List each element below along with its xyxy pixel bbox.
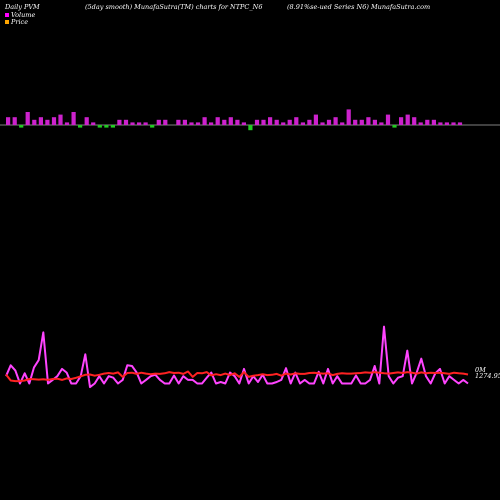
end-label-price: 1274.95 [475,372,500,380]
volume-bar [150,125,155,128]
volume-bar [25,112,30,125]
volume-bar [12,117,17,125]
volume-bar [359,119,364,125]
volume-bar [320,122,325,125]
volume-bar [379,122,384,125]
price-line [5,370,469,383]
volume-bar [215,117,220,125]
legend-volume: Volume [5,11,35,19]
volume-bar [274,119,279,125]
volume-bar [104,125,109,128]
volume-bar [412,117,417,125]
volume-bar [385,114,391,125]
volume-bar [91,122,96,125]
legend-price-swatch [5,20,9,24]
chart-header-center: (5day smooth) MunafaSutra(TM) charts for… [85,3,263,11]
volume-bar [392,125,397,128]
volume-bar [71,112,76,125]
volume-bar [163,119,168,125]
volume-bar [78,125,83,128]
volume-bar [405,114,410,125]
volume-bar [58,114,63,125]
volume-bar [130,122,135,125]
volume-bar [248,125,253,131]
volume-bar [189,122,194,125]
volume-bar [182,119,187,125]
volume-bar [6,117,11,125]
volume-bar [346,109,351,125]
chart-header-right: (8.91%se-ued Series N6) MunafaSutra.com [287,3,431,11]
volume-bar [156,119,161,125]
volume-bar [123,119,129,125]
volume-bar [418,122,423,125]
volume-bar [143,122,148,125]
volume-bar [209,122,214,125]
volume-bar [307,119,312,125]
volume-bar [241,122,246,125]
volume-bar [45,119,50,125]
volume-bar [451,122,456,125]
volume-bar [261,119,266,125]
volume-bar [176,119,181,125]
volume-bar [117,119,122,125]
volume-bar [372,119,377,125]
volume-bar [235,119,240,125]
volume-bar [97,125,102,128]
volume-bar [399,117,404,125]
volume-bar [202,117,207,125]
volume-bar [228,117,233,125]
volume-bar [313,114,318,125]
volume-bar [281,122,286,125]
volume-bars [6,109,463,131]
volume-bar [19,125,24,128]
volume-bar [32,119,37,125]
volume-bar [425,119,430,125]
legend-price: Price [5,18,28,26]
volume-bar [287,119,292,125]
volume-bar [137,122,142,125]
volume-bar [366,117,371,125]
volume-bar [333,117,338,125]
legend-volume-swatch [5,13,9,17]
volume-bar [84,117,89,125]
volume-bar [51,117,57,125]
volume-bar [438,122,443,125]
volume-bar [457,122,463,125]
volume-bar [110,125,115,128]
legend-volume-label: Volume [11,11,36,19]
volume-bar [222,119,227,125]
volume-bar [254,119,260,125]
volume-bar [294,117,299,125]
chart-header-left: Daily PVM [5,3,40,11]
volume-bar [444,122,449,125]
volume-bar [195,122,201,125]
volume-line [5,325,469,389]
volume-bar [38,117,43,125]
volume-bar [268,117,273,125]
volume-bar [340,122,345,125]
volume-bar [431,119,436,125]
end-label-volume: 0M [475,366,486,374]
volume-bar [300,122,305,125]
volume-bar [64,122,70,125]
legend-price-label: Price [11,18,29,26]
volume-bar [353,119,358,125]
volume-bar [326,119,332,125]
